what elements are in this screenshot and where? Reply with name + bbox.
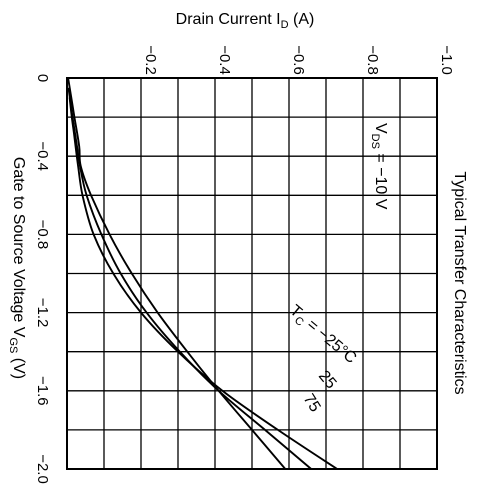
chart-title: Typical Transfer Characteristics xyxy=(451,171,468,394)
y-tick-labels: −0.2 −0.4 −0.6 −0.8 −1.0 xyxy=(142,45,455,75)
x-tick-label: −1.6 xyxy=(34,376,51,406)
x-tick-label: −2.0 xyxy=(34,454,51,484)
y-tick-label: −0.6 xyxy=(290,45,307,75)
series-line-0 xyxy=(68,97,338,470)
series-line-1 xyxy=(67,87,312,470)
y-tick-label: −0.4 xyxy=(216,45,233,75)
series-75-label: 75 xyxy=(300,391,324,415)
y-tick-label: −0.2 xyxy=(142,45,159,75)
x-tick-label: −0.8 xyxy=(34,220,51,250)
x-tick-label: 0 xyxy=(34,74,51,82)
series-line-2 xyxy=(67,77,287,470)
y-tick-label: −0.8 xyxy=(364,45,381,75)
curves xyxy=(67,77,338,470)
y-tick-label: −1.0 xyxy=(438,45,455,75)
x-tick-label: −0.4 xyxy=(34,141,51,171)
plot-frame xyxy=(66,77,438,470)
y-axis-title: Drain Current ID (A) xyxy=(176,11,315,31)
series-25-label: 25 xyxy=(315,368,340,393)
vds-condition-label: VDS = −10 V xyxy=(369,123,389,210)
x-tick-labels: 0 −0.4 −0.8 −1.2 −1.6 −2.0 xyxy=(34,74,51,484)
x-axis-title: Gate to Source Voltage VGS (V) xyxy=(7,157,27,379)
x-tick-label: −1.2 xyxy=(34,298,51,328)
